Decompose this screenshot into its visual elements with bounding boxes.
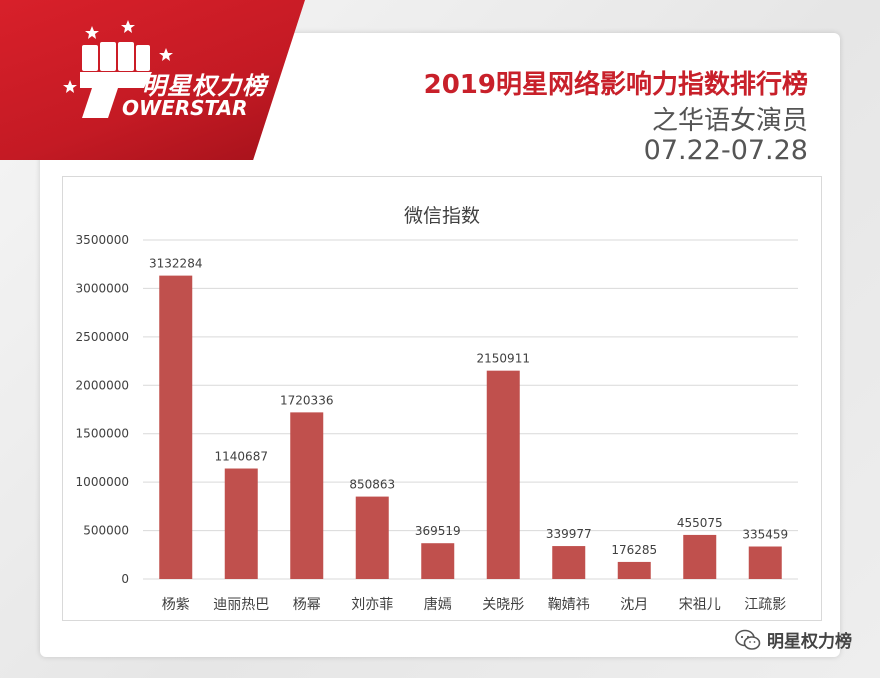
chart-panel: 微信指数 0 500000 1000000 1500000 2000000 2500000… [62,176,822,621]
bar-value-label: 1140687 [215,450,268,464]
y-tick-label: 3000000 [76,281,129,295]
bar-value-label: 2150911 [477,352,530,366]
y-tick-label: 500000 [83,524,129,538]
bar [421,543,455,579]
bar [159,275,193,579]
bar-value-label: 176285 [611,543,657,557]
page-subtitle: 之华语女演员 [651,106,808,136]
star-icon [63,80,77,93]
footer-label: 明星权力榜 [767,632,852,652]
x-category-label: 鞠婧祎 [548,597,590,613]
bar-value-label: 3132284 [149,257,202,271]
date-range: 07.22-07.28 [643,135,808,166]
bar [552,546,586,579]
bar-chart: 0 500000 1000000 1500000 2000000 2500000 30000… [76,233,798,613]
x-category-label: 迪丽热巴 [213,597,269,613]
y-tick-label: 1000000 [76,475,129,489]
x-category-label: 沈月 [620,597,648,613]
y-tick-label: 2500000 [76,330,129,344]
star-icon [159,48,173,61]
brand-logo-wordmark: OWERSTAR [122,96,248,120]
x-category-label: 宋祖儿 [679,597,721,613]
bar-value-label: 1720336 [280,393,333,407]
footer-brand: 明星权力榜 [735,627,852,652]
bar-value-label: 850863 [349,478,395,492]
bar [748,546,782,579]
y-tick-label: 3500000 [76,233,129,247]
chart-title: 微信指数 [403,205,480,227]
x-category-label: 关晓彤 [482,597,524,613]
bar [290,412,324,579]
fist-icon [80,42,152,118]
bar [617,561,651,579]
bar-value-label: 455075 [677,516,723,530]
brand-logo [63,20,173,118]
star-icon [85,26,99,39]
x-category-label: 杨幂 [293,597,321,613]
x-category-label: 杨紫 [162,597,190,613]
bar [224,468,258,579]
star-icon [121,20,135,33]
bar-value-label: 369519 [415,524,461,538]
bar [486,370,520,579]
bar-value-label: 339977 [546,527,592,541]
brand-logo-text: 明星权力榜 [142,72,267,100]
bar-value-label: 335459 [742,528,788,542]
wechat-icon [735,629,761,650]
page-title: 2019明星网络影响力指数排行榜 [423,70,808,100]
x-category-label: 江疏影 [744,597,786,613]
bar [683,534,717,579]
y-tick-label: 1500000 [76,427,129,441]
y-tick-label: 2000000 [76,378,129,392]
y-tick-label: 0 [121,572,129,586]
x-category-label: 刘亦菲 [351,597,393,613]
x-category-label: 唐嫣 [424,596,452,613]
bar [355,496,389,579]
brand-banner [0,0,305,160]
